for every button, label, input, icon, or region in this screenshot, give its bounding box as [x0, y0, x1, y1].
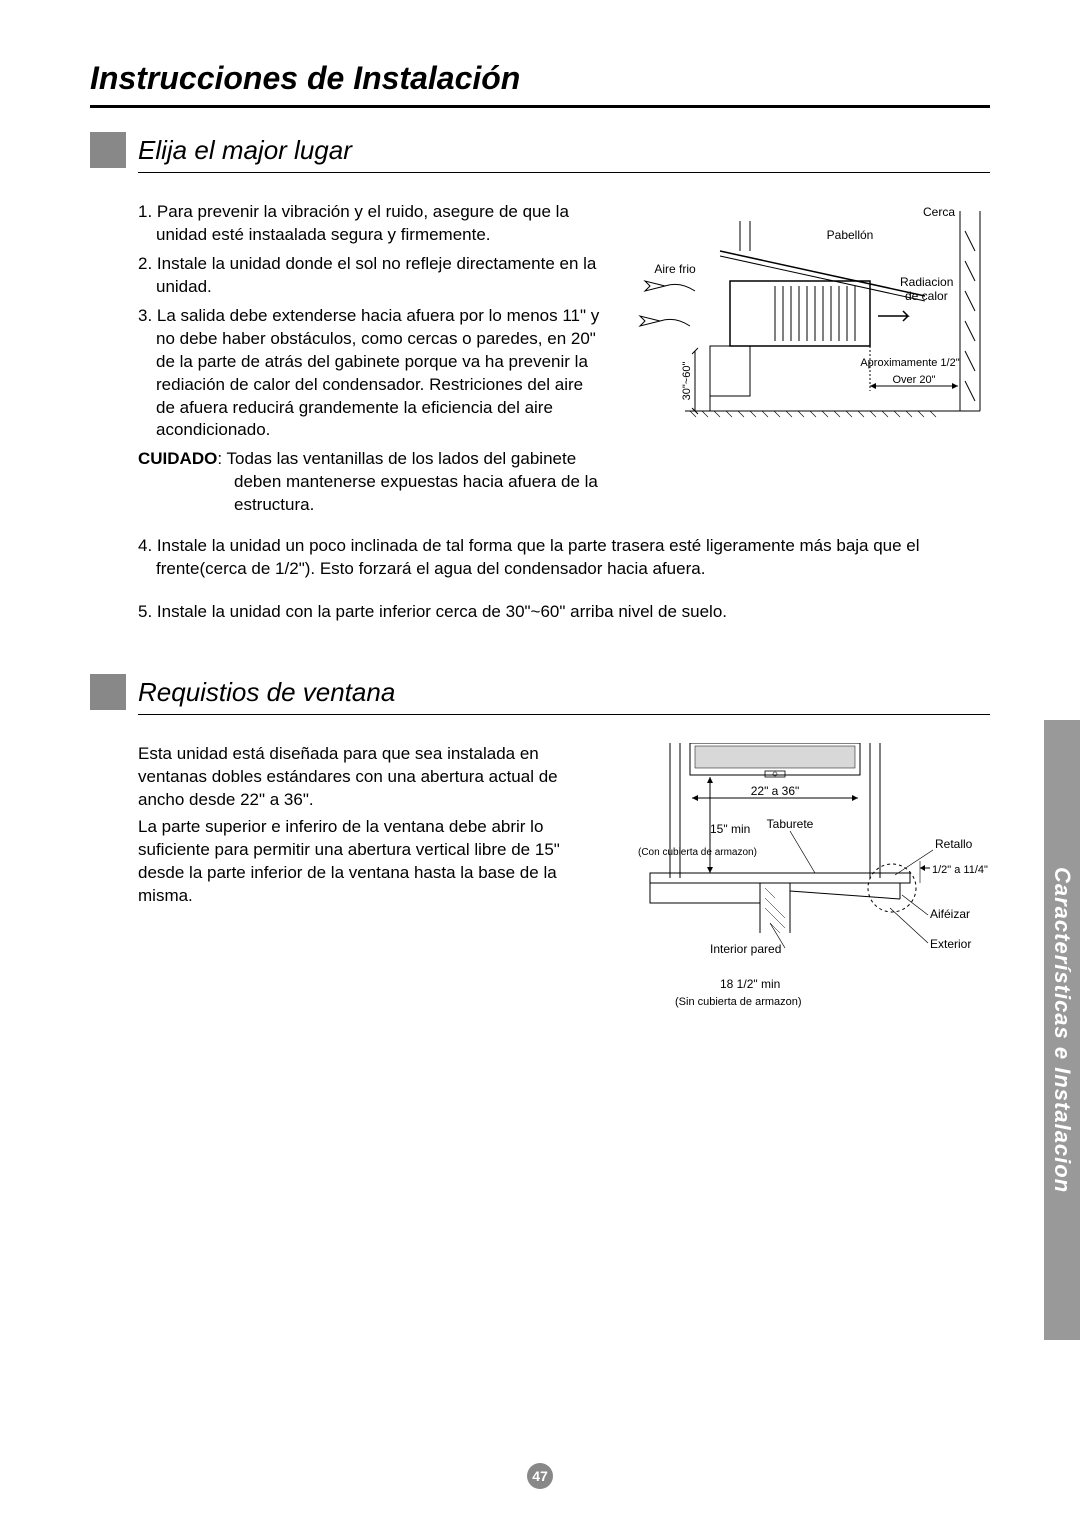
page-number: 47	[527, 1463, 553, 1489]
label-18min: 18 1/2" min	[720, 977, 780, 991]
label-width: 22" a 36"	[751, 784, 800, 798]
section1-title: Elija el major lugar	[138, 135, 352, 166]
section1-content: 1. Para prevenir la vibración y el ruido…	[138, 201, 990, 523]
label-gap: 1/2" a 11/4"	[932, 864, 988, 876]
s1-item1: 1. Para prevenir la vibración y el ruido…	[138, 201, 600, 247]
label-height: 30"~60"	[681, 362, 693, 401]
side-tab: Características e Instalacion	[1044, 720, 1080, 1340]
label-taburete: Taburete	[767, 817, 814, 831]
section2-header: Requistios de ventana	[90, 674, 990, 710]
s1-item3: 3. La salida debe extenderse hacia afuer…	[138, 305, 600, 443]
s1-item4: 4. Instale la unidad un poco inclinada d…	[138, 535, 990, 581]
label-cerca: Cerca	[923, 205, 955, 219]
section-marker	[90, 132, 126, 168]
label-exterior: Exterior	[930, 937, 971, 951]
section1-header: Elija el major lugar	[90, 132, 990, 168]
section-marker	[90, 674, 126, 710]
label-aprox: Aproximamente 1/2"	[860, 357, 959, 369]
title-rule	[90, 105, 990, 108]
installation-diagram-svg: Cerca Pabellón	[620, 201, 990, 441]
main-title: Instrucciones de Instalación	[90, 60, 990, 97]
s1-item5: 5. Instale la unidad con la parte inferi…	[138, 601, 990, 624]
label-15min: 15" min	[710, 822, 750, 836]
s1-item2: 2. Instale la unidad donde el sol no ref…	[138, 253, 600, 299]
label-interior: Interior pared	[710, 942, 781, 956]
section1-rule	[138, 172, 990, 173]
label-aire-frio: Aire frio	[654, 262, 696, 276]
label-over20: Over 20"	[892, 374, 935, 386]
s2-para2: La parte superior e inferiro de la venta…	[138, 816, 600, 908]
section1-text: 1. Para prevenir la vibración y el ruido…	[138, 201, 600, 523]
section1-diagram: Cerca Pabellón	[620, 201, 990, 523]
label-retallo: Retallo	[935, 837, 973, 851]
s2-para1: Esta unidad está diseñada para que sea i…	[138, 743, 600, 812]
section2-title: Requistios de ventana	[138, 677, 395, 708]
section2-diagram: 22" a 36" Taburete 15" min (Con cubierta…	[620, 743, 990, 1038]
label-pabellon: Pabellón	[827, 228, 874, 242]
section2-content: Esta unidad está diseñada para que sea i…	[138, 743, 990, 1038]
section2-text: Esta unidad está diseñada para que sea i…	[138, 743, 600, 1038]
cuidado-label: CUIDADO	[138, 449, 217, 468]
window-diagram-svg: 22" a 36" Taburete 15" min (Con cubierta…	[620, 743, 990, 1033]
label-radiacion1: Radiacion	[900, 275, 953, 289]
label-radiacion2: de calor	[905, 289, 948, 303]
section1-text-full: 4. Instale la unidad un poco inclinada d…	[138, 535, 990, 624]
label-aifeizar: Aiféizar	[930, 907, 970, 921]
label-con-cubierta: (Con cubierta de armazon)	[638, 847, 757, 858]
label-sin-cubierta: (Sin cubierta de armazon)	[675, 996, 802, 1008]
cuidado-text: : Todas las ventanillas de los lados del…	[217, 449, 598, 514]
section2-rule	[138, 714, 990, 715]
s1-cuidado: CUIDADO: Todas las ventanillas de los la…	[138, 448, 600, 517]
